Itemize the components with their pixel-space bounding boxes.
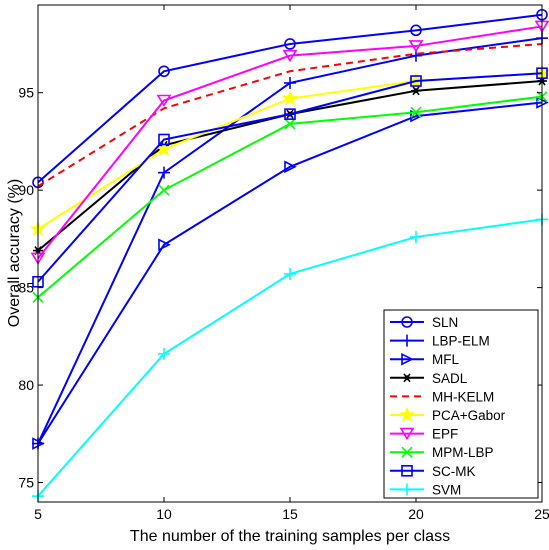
legend-item-sadl: SADL (390, 371, 468, 386)
legend-item-mh-kelm: MH-KELM (390, 389, 494, 404)
y-tick-label: 75 (18, 475, 34, 491)
data-point-mpm-lbp (284, 118, 296, 130)
data-point-epf (282, 49, 298, 63)
data-point-sln (158, 65, 170, 78)
data-point-epf (156, 94, 172, 108)
legend-label: PCA+Gabor (432, 408, 506, 423)
y-axis: 75 80 85 90 95 (18, 85, 542, 491)
y-tick-label: 95 (18, 85, 34, 101)
legend-marker (401, 334, 413, 347)
series-line-mfl (37, 101, 543, 445)
legend-marker (401, 316, 413, 328)
legend-label: MH-KELM (432, 389, 494, 404)
legend-item-mfl: MFL (390, 352, 459, 367)
x-tick-label: 15 (282, 506, 298, 522)
legend: SLN LBP-ELM MFL SADL MH-KELM PCA+Gabor EPF MPM-… (383, 309, 539, 499)
y-tick-label: 90 (18, 182, 34, 198)
data-point-sc-mk (410, 75, 422, 87)
data-point-sadl (411, 86, 421, 96)
series-line-mh-kelm (37, 42, 543, 188)
data-point-sln (284, 38, 296, 50)
legend-label: MFL (432, 352, 459, 367)
x-tick-label: 20 (408, 506, 424, 522)
legend-marker (401, 483, 413, 496)
legend-label: SLN (432, 315, 458, 330)
x-tick-label: 25 (534, 506, 549, 522)
legend-item-sln: SLN (390, 315, 458, 330)
legend-item-svm: SVM (390, 482, 461, 497)
data-point-sc-mk (284, 108, 296, 120)
data-point-mpm-lbp (410, 106, 422, 118)
x-axis-label: The number of the training samples per c… (130, 528, 450, 545)
legend-marker (401, 464, 413, 477)
data-point-lbp-elm (158, 166, 170, 179)
data-point-sc-mk (158, 133, 170, 146)
legend-label: SC-MK (432, 464, 476, 479)
data-point-svm (410, 230, 422, 243)
data-point-mpm-lbp (158, 184, 170, 196)
legend-item-sc-mk: SC-MK (390, 464, 476, 479)
data-point-pca-gabor (155, 140, 173, 157)
legend-item-mpm-lbp: MPM-LBP (390, 445, 494, 460)
legend-label: LBP-ELM (432, 334, 490, 349)
series-line-sc-mk (37, 72, 543, 283)
legend-marker (402, 373, 412, 383)
data-point-mfl (284, 160, 297, 174)
data-point-lbp-elm (284, 76, 296, 89)
legend-marker (401, 446, 413, 458)
data-point-epf (408, 40, 424, 53)
legend-marker (399, 427, 415, 441)
legend-item-lbp-elm: LBP-ELM (390, 334, 490, 349)
legend-item-epf: EPF (390, 427, 458, 442)
data-point-mfl (158, 238, 171, 252)
legend-label: EPF (432, 427, 458, 442)
series-sc-mk (32, 67, 548, 288)
series-line-epf (37, 25, 543, 259)
data-point-sln (410, 24, 422, 37)
legend-marker (398, 406, 416, 422)
x-tick-label: 10 (156, 506, 172, 522)
legend-label: MPM-LBP (432, 445, 494, 460)
legend-label: SADL (432, 371, 468, 386)
x-tick-label: 5 (34, 506, 42, 522)
series-line-sln (37, 13, 543, 184)
y-axis-label: Overall accuracy (%) (6, 179, 23, 327)
y-tick-label: 80 (18, 377, 34, 393)
legend-item-pca-gabor: PCA+Gabor (390, 406, 506, 423)
data-point-svm (158, 347, 170, 360)
data-point-svm (284, 267, 296, 280)
x-axis: 5 10 15 20 25 (34, 5, 549, 522)
series-mh-kelm (37, 42, 543, 188)
data-point-pca-gabor (281, 90, 299, 106)
legend-label: SVM (432, 482, 461, 497)
legend-marker (401, 352, 414, 366)
y-tick-label: 85 (18, 280, 34, 296)
